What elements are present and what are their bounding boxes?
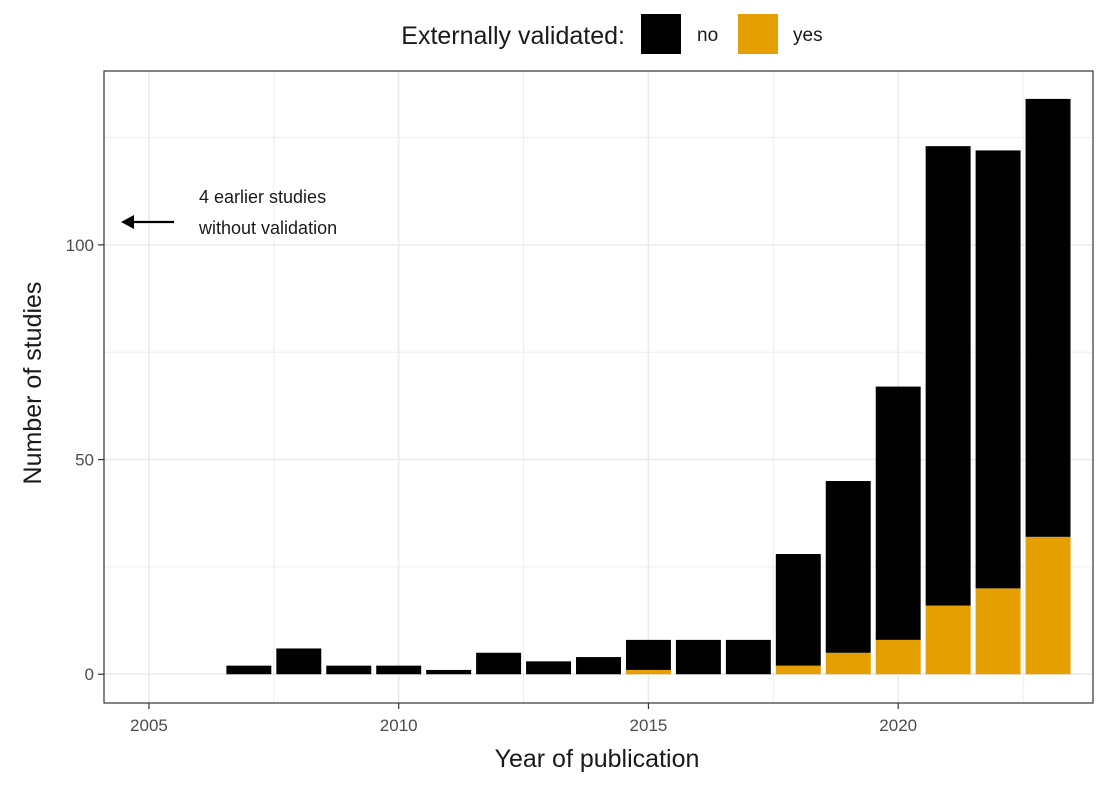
x-tick-label: 2020 [879,716,917,735]
bar-no-2010 [376,665,422,675]
bar-no-2011 [426,669,472,675]
legend: Externally validated: no yes [401,14,823,54]
bar-yes-2019 [825,652,871,675]
bar-no-2007 [226,665,272,675]
bar-no-2023 [1025,98,1071,537]
bar-no-2015 [625,639,671,670]
bar-yes-2015 [625,669,671,675]
annotation: 4 earlier studies without validation [121,187,337,238]
bar-yes-2023 [1025,536,1071,675]
y-axis-ticks: 0 50 100 [66,236,104,684]
x-tick-label: 2005 [130,716,168,735]
bar-no-2016 [675,639,721,675]
bar-no-2008 [276,648,322,675]
bar-yes-2020 [875,639,921,675]
bar-no-2021 [925,146,971,606]
annotation-line-2: without validation [198,218,337,238]
x-axis-ticks: 2005 2010 2015 2020 [130,703,917,735]
y-tick-label: 0 [85,665,94,684]
panel-border [103,70,1094,704]
bar-no-2017 [725,639,771,675]
bar-no-2020 [875,386,921,640]
legend-label-no: no [697,25,718,46]
bar-no-2022 [975,150,1021,589]
bar-yes-2022 [975,588,1021,675]
legend-key-yes [738,14,778,54]
x-tick-label: 2015 [630,716,668,735]
bar-no-2018 [775,554,821,666]
bar-no-2014 [576,657,621,675]
bar-no-2019 [825,481,871,653]
y-tick-label: 100 [66,236,94,255]
y-tick-label: 50 [75,451,94,470]
legend-key-no [641,14,681,54]
legend-title: Externally validated: [401,22,625,50]
bar-no-2009 [326,665,372,675]
bar-yes-2018 [775,665,821,675]
annotation-line-1: 4 earlier studies [199,187,326,207]
bars [226,98,1071,675]
bar-no-2012 [476,652,522,675]
bar-no-2013 [526,661,572,675]
annotation-arrowhead [121,215,134,229]
x-axis-title: Year of publication [495,745,700,773]
bar-yes-2021 [925,605,971,675]
x-tick-label: 2010 [380,716,418,735]
legend-label-yes: yes [793,25,823,46]
y-axis-title: Number of studies [19,282,47,485]
